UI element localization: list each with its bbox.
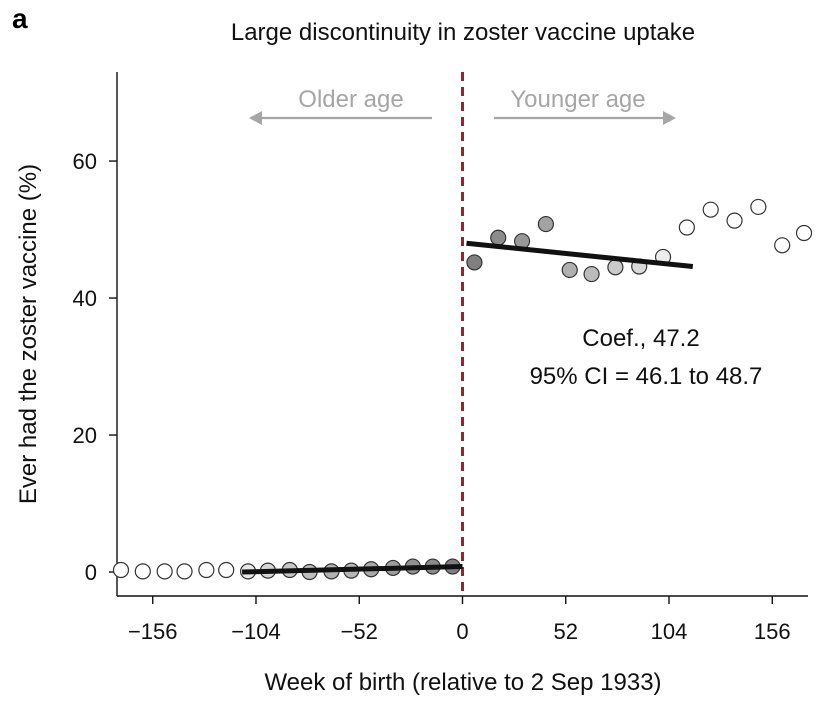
- x-tick-label: −52: [341, 619, 378, 644]
- data-point: [537, 215, 554, 233]
- data-point: [774, 237, 791, 254]
- x-tick-label: −104: [231, 619, 281, 644]
- panel-label: a: [12, 3, 28, 34]
- data-point: [561, 261, 578, 279]
- ci-annotation: 95% CI = 46.1 to 48.7: [530, 363, 763, 390]
- younger-age-label: Younger age: [510, 86, 645, 113]
- older-age-arrowhead: [249, 111, 262, 125]
- data-point: [134, 563, 151, 580]
- x-tick-label: 0: [456, 619, 468, 644]
- ticks-layer: −156 −104 −52 0 52 104 156 0 20 40 60: [73, 149, 791, 644]
- coef-annotation: Coef., 47.2: [582, 325, 699, 352]
- data-point: [218, 561, 235, 579]
- chart-title: Large discontinuity in zoster vaccine up…: [231, 19, 695, 46]
- data-point: [583, 265, 600, 283]
- data-point: [156, 563, 173, 580]
- data-point: [607, 259, 624, 276]
- x-tick-label: 156: [754, 619, 791, 644]
- data-points: [112, 198, 813, 581]
- data-point: [795, 224, 813, 242]
- fit-line-left: [242, 564, 463, 575]
- x-tick-label: 52: [554, 619, 578, 644]
- y-tick-label: 0: [85, 560, 97, 585]
- data-point: [176, 563, 193, 580]
- direction-arrows: Older age Younger age: [249, 86, 676, 125]
- data-point: [466, 254, 483, 271]
- data-point: [726, 212, 743, 229]
- older-age-label: Older age: [298, 86, 403, 113]
- younger-age-arrowhead: [663, 111, 676, 125]
- x-tick-label: −156: [128, 619, 178, 644]
- data-point: [490, 229, 507, 246]
- y-tick-label: 60: [73, 149, 97, 174]
- data-point: [702, 201, 719, 218]
- data-point: [198, 561, 215, 579]
- fit-line-right: [466, 240, 694, 270]
- y-tick-label: 20: [73, 423, 97, 448]
- x-axis-label: Week of birth (relative to 2 Sep 1933): [264, 669, 661, 696]
- x-tick-label: 104: [651, 619, 688, 644]
- y-axis-label: Ever had the zoster vaccine (%): [15, 164, 42, 504]
- y-tick-label: 40: [73, 286, 97, 311]
- data-point: [112, 561, 130, 579]
- data-point: [750, 198, 767, 216]
- data-point: [678, 219, 695, 236]
